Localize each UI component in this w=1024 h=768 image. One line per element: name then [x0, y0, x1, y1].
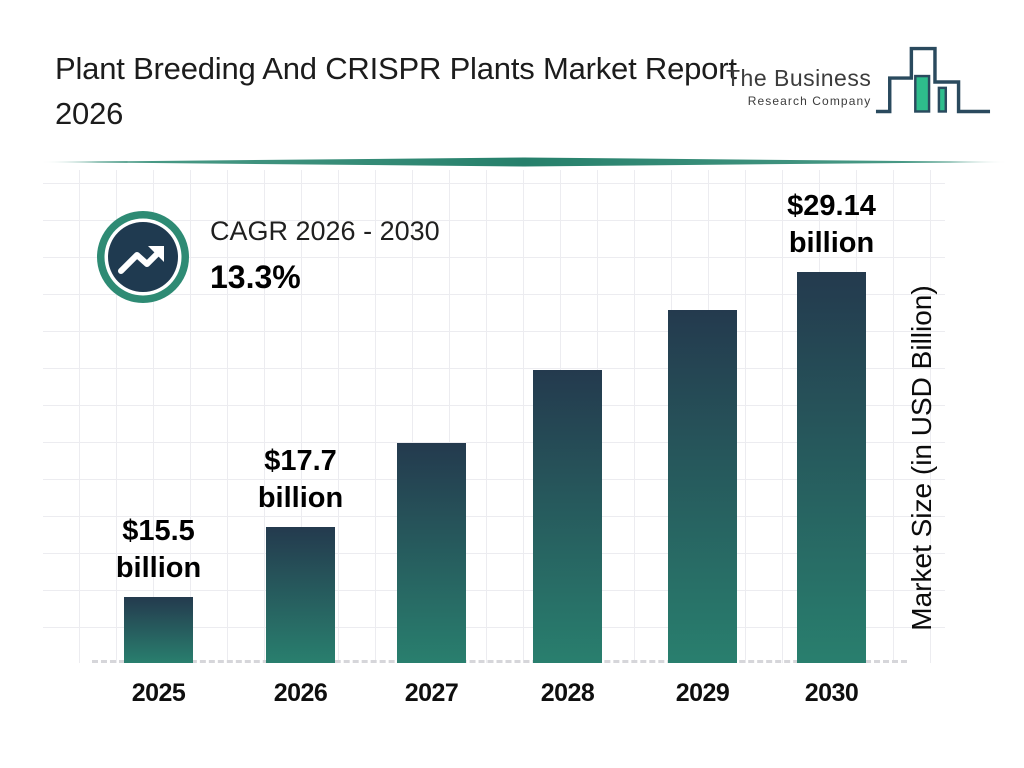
logo-text: The Business Research Company — [726, 65, 871, 108]
bar-value-label-2030: $29.14 billion — [787, 190, 876, 259]
cagr-badge — [97, 211, 189, 303]
x-axis-label-2029: 2029 — [675, 679, 730, 707]
background-grid — [43, 170, 945, 663]
y-axis-label: Market Size (in USD Billion) — [906, 285, 937, 631]
trending-up-icon — [118, 246, 164, 274]
logo-subname: Research Company — [747, 94, 872, 108]
x-axis-label-2030: 2030 — [804, 679, 859, 707]
x-axis-label-2027: 2027 — [404, 679, 459, 707]
bar-2025 — [124, 597, 193, 663]
logo-name: The Business — [726, 65, 872, 91]
bar-2028 — [533, 370, 602, 663]
x-axis-label-2026: 2026 — [273, 679, 328, 707]
x-axis-label-2025: 2025 — [131, 679, 186, 707]
cagr-label: CAGR 2026 - 2030 — [210, 216, 440, 246]
bar-value-label-2026: $17.7 billion — [257, 445, 344, 514]
logo-buildings-icon — [876, 46, 991, 114]
page-title: Plant Breeding And CRISPR Plants Market … — [55, 51, 737, 131]
cagr-value: 13.3% — [210, 259, 301, 295]
x-axis-label-2028: 2028 — [540, 679, 595, 707]
bar-2027 — [397, 443, 466, 663]
divider-line — [40, 157, 1008, 167]
x-axis-baseline — [92, 660, 907, 663]
bar-2029 — [668, 310, 737, 663]
bar-2026 — [266, 527, 335, 663]
bar-2030 — [797, 272, 866, 663]
company-logo: The Business Research Company — [726, 42, 992, 118]
bar-value-label-2025: $15.5 billion — [115, 515, 202, 584]
